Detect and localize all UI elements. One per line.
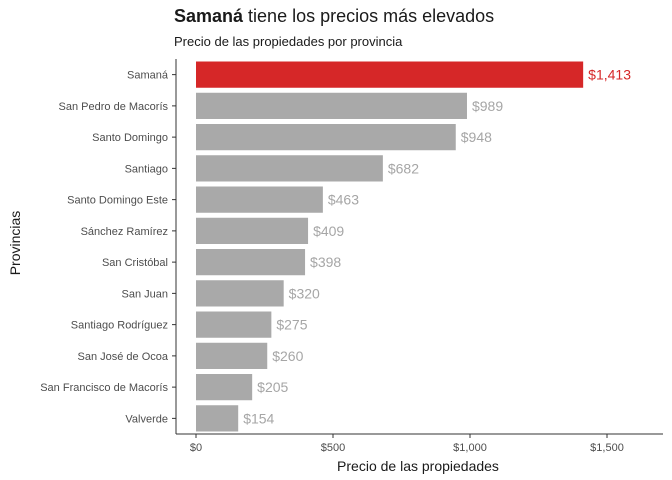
x-tick-label: $1,500 (590, 442, 624, 454)
category-label: Santo Domingo (92, 132, 168, 144)
chart-title-highlight: Samaná (174, 6, 244, 26)
bar (196, 186, 323, 213)
data-label: $948 (461, 129, 492, 145)
bar (196, 217, 309, 244)
x-axis-label: Precio de las propiedades (337, 458, 499, 474)
bar (196, 280, 284, 307)
data-label: $275 (276, 317, 307, 333)
data-label: $154 (243, 410, 274, 426)
bar (196, 61, 584, 88)
x-tick-label: $500 (321, 442, 345, 454)
category-label: Samaná (127, 70, 169, 82)
category-label: San Cristóbal (102, 257, 168, 269)
data-label: $1,413 (588, 67, 631, 83)
chart-title: Samaná tiene los precios más elevados (174, 6, 494, 27)
bar (196, 342, 268, 369)
data-label: $205 (257, 379, 288, 395)
category-label: Sánchez Ramírez (81, 226, 168, 238)
x-tick-label: $1,000 (453, 442, 487, 454)
category-label: San Francisco de Macorís (40, 382, 168, 394)
chart-subtitle: Precio de las propiedades por provincia (174, 34, 403, 49)
data-label: $260 (272, 348, 303, 364)
bar (196, 405, 239, 432)
bar (196, 124, 456, 151)
bar (196, 311, 272, 338)
x-tick-label: $0 (190, 442, 202, 454)
category-label: Santo Domingo Este (67, 195, 168, 207)
data-label: $463 (328, 192, 359, 208)
bar (196, 374, 253, 401)
bar (196, 155, 383, 182)
category-label: San José de Ocoa (77, 351, 168, 363)
category-label: San Pedro de Macorís (59, 101, 169, 113)
chart-title-rest: tiene los precios más elevados (243, 6, 495, 26)
data-label: $989 (472, 98, 503, 114)
category-label: Santiago Rodríguez (71, 320, 168, 332)
data-label: $682 (388, 160, 419, 176)
bar (196, 249, 306, 276)
bar (196, 92, 467, 119)
data-label: $320 (289, 285, 320, 301)
category-label: Valverde (125, 413, 168, 425)
data-label: $398 (310, 254, 341, 270)
category-label: San Juan (122, 288, 168, 300)
data-label: $409 (313, 223, 344, 239)
category-label: Santiago (125, 163, 168, 175)
